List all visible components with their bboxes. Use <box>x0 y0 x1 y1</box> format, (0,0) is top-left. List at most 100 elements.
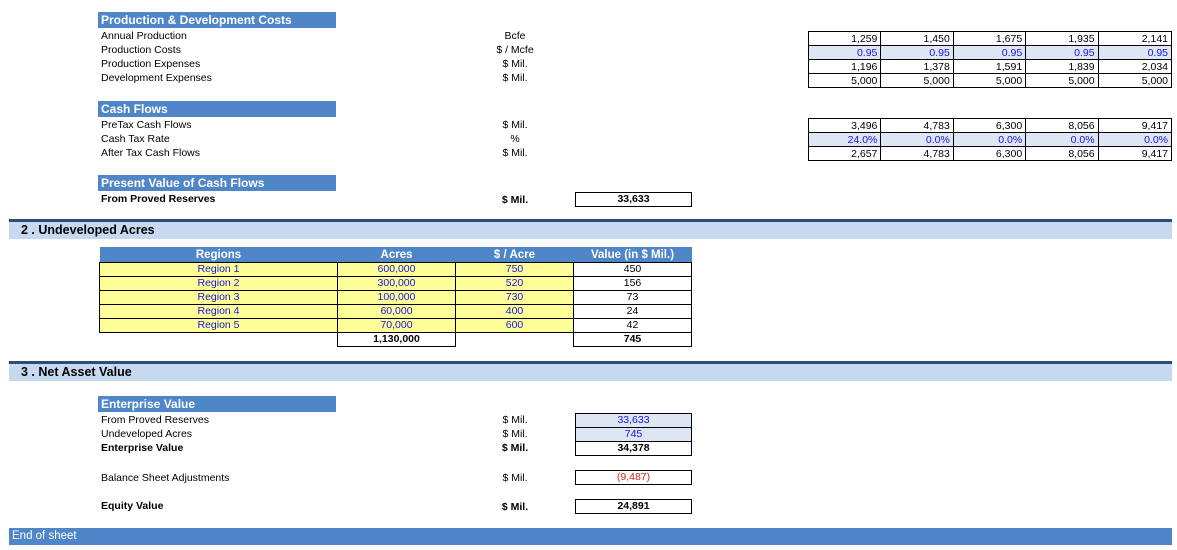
unit-pretax: $ Mil. <box>502 119 528 131</box>
total-value[interactable]: 745 <box>573 332 692 347</box>
equity-value[interactable]: 24,891 <box>575 499 692 514</box>
region-price[interactable]: 730 <box>455 290 574 305</box>
region-value[interactable]: 42 <box>573 318 692 333</box>
region-name[interactable]: Region 2 <box>99 276 338 291</box>
cell[interactable]: 1,591 <box>953 60 1027 74</box>
region-price[interactable]: 600 <box>455 318 574 333</box>
undeveloped-value[interactable]: 745 <box>575 427 692 442</box>
region-price[interactable]: 750 <box>455 262 574 277</box>
row-label-pretax-cash-flows: PreTax Cash Flows <box>101 119 192 131</box>
cell[interactable]: 8,056 <box>1026 147 1099 161</box>
row-label-production-costs: Production Costs <box>101 44 181 56</box>
cell[interactable]: 5,000 <box>1026 74 1099 88</box>
cell[interactable]: 1,935 <box>1026 32 1099 46</box>
section-net-asset-value: 3 . Net Asset Value <box>9 361 1172 381</box>
totals-row: 1,130,000 745 <box>100 332 692 347</box>
col-header-regions: Regions <box>99 247 338 263</box>
unit-tax-rate: % <box>510 133 520 145</box>
region-acres[interactable]: 600,000 <box>337 262 456 277</box>
row-label-production-expenses: Production Expenses <box>101 58 201 70</box>
cell[interactable]: 5,000 <box>953 74 1027 88</box>
cell[interactable]: 1,196 <box>809 60 882 74</box>
cell[interactable]: 1,839 <box>1026 60 1099 74</box>
enterprise-value-label: Enterprise Value <box>101 442 184 454</box>
region-name[interactable]: Region 5 <box>99 318 338 333</box>
proved-value[interactable]: 33,633 <box>575 413 692 428</box>
total-acres[interactable]: 1,130,000 <box>337 332 456 347</box>
cell[interactable]: 2,657 <box>809 147 882 161</box>
cell[interactable]: 5,000 <box>809 74 882 88</box>
cell[interactable]: 1,259 <box>809 32 882 46</box>
equity-value-label: Equity Value <box>101 500 164 512</box>
col-header-value: Value (in $ Mil.) <box>573 247 692 263</box>
region-price[interactable]: 400 <box>455 304 574 319</box>
region-price[interactable]: 520 <box>455 276 574 291</box>
unit-production-expenses: $ Mil. <box>502 58 528 70</box>
undeveloped-unit: $ Mil. <box>502 428 528 440</box>
cell[interactable]: 5,000 <box>1098 74 1171 88</box>
cell-input[interactable]: 0.95 <box>809 46 882 60</box>
cell[interactable]: 1,378 <box>881 60 954 74</box>
cell[interactable]: 9,417 <box>1098 119 1171 133</box>
cell[interactable]: 8,056 <box>1026 119 1099 133</box>
region-value[interactable]: 73 <box>573 290 692 305</box>
region-acres[interactable]: 70,000 <box>337 318 456 333</box>
cell-input[interactable]: 0.95 <box>1098 46 1171 60</box>
cell-input[interactable]: 0.0% <box>953 133 1027 147</box>
row-label-after-tax-cash-flows: After Tax Cash Flows <box>101 147 201 159</box>
cell[interactable]: 9,417 <box>1098 147 1171 161</box>
regions-table: Regions Acres $ / Acre Value (in $ Mil.)… <box>99 247 692 347</box>
cashflows-header: Cash Flows <box>98 101 336 117</box>
table-row: Region 4 60,000 400 24 <box>99 304 692 319</box>
pv-value[interactable]: 33,633 <box>575 192 692 207</box>
region-acres[interactable]: 300,000 <box>337 276 456 291</box>
table-row: Region 1 600,000 750 450 <box>99 262 692 277</box>
cell[interactable]: 5,000 <box>881 74 954 88</box>
ev-unit: $ Mil. <box>501 442 529 454</box>
cell[interactable]: 1,450 <box>881 32 954 46</box>
bsa-unit: $ Mil. <box>502 472 528 484</box>
region-value[interactable]: 450 <box>573 262 692 277</box>
row-label-cash-tax-rate: Cash Tax Rate <box>101 133 170 145</box>
region-name[interactable]: Region 3 <box>99 290 338 305</box>
cell[interactable]: 2,141 <box>1098 32 1171 46</box>
bsa-value[interactable]: (9,487) <box>575 470 692 485</box>
cell-input[interactable]: 0.95 <box>881 46 954 60</box>
cell-input[interactable]: 0.0% <box>881 133 954 147</box>
unit-after-tax: $ Mil. <box>502 147 528 159</box>
unit-development-expenses: $ Mil. <box>502 72 528 84</box>
cell-input[interactable]: 0.95 <box>1026 46 1099 60</box>
pv-header: Present Value of Cash Flows <box>98 175 336 191</box>
end-of-sheet-bar: End of sheet <box>9 528 1172 545</box>
row-label-annual-production: Annual Production <box>101 30 187 42</box>
cell-input[interactable]: 0.0% <box>1026 133 1099 147</box>
row-label-development-expenses: Development Expenses <box>101 72 212 84</box>
region-name[interactable]: Region 4 <box>99 304 338 319</box>
cell-input[interactable]: 24.0% <box>809 133 882 147</box>
enterprise-value-total[interactable]: 34,378 <box>575 441 692 456</box>
cell-input[interactable]: 0.0% <box>1098 133 1171 147</box>
bsa-label: Balance Sheet Adjustments <box>101 472 230 484</box>
cell-input[interactable]: 0.95 <box>953 46 1027 60</box>
proved-unit: $ Mil. <box>502 414 528 426</box>
cell[interactable]: 1,675 <box>953 32 1027 46</box>
col-header-acres: Acres <box>337 247 456 263</box>
region-acres[interactable]: 100,000 <box>337 290 456 305</box>
region-acres[interactable]: 60,000 <box>337 304 456 319</box>
cell[interactable]: 4,783 <box>881 119 954 133</box>
pv-label: From Proved Reserves <box>101 193 216 205</box>
cell[interactable]: 6,300 <box>953 147 1027 161</box>
cell[interactable]: 3,496 <box>809 119 882 133</box>
unit-annual-production: Bcfe <box>504 30 526 42</box>
unit-production-costs: $ / Mcfe <box>496 44 534 56</box>
region-value[interactable]: 24 <box>573 304 692 319</box>
undeveloped-acres-label: Undeveloped Acres <box>101 428 193 440</box>
equity-unit: $ Mil. <box>501 501 529 513</box>
region-name[interactable]: Region 1 <box>99 262 338 277</box>
cell[interactable]: 6,300 <box>953 119 1027 133</box>
cell[interactable]: 4,783 <box>881 147 954 161</box>
enterprise-value-header: Enterprise Value <box>98 396 336 412</box>
table-row: Region 5 70,000 600 42 <box>99 318 692 333</box>
cell[interactable]: 2,034 <box>1098 60 1171 74</box>
region-value[interactable]: 156 <box>573 276 692 291</box>
